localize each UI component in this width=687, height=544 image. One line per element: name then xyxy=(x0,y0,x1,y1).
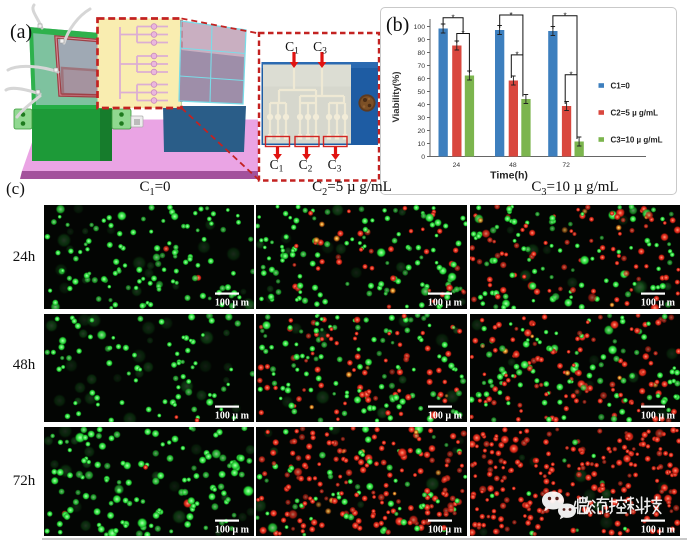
svg-text:100 µ m: 100 µ m xyxy=(428,411,463,422)
svg-text:100 µ m: 100 µ m xyxy=(641,411,676,422)
svg-text:Viability(%): Viability(%) xyxy=(391,71,402,122)
svg-text:100 µ m: 100 µ m xyxy=(428,298,463,309)
svg-text:60: 60 xyxy=(417,76,425,83)
svg-text:10: 10 xyxy=(417,141,425,148)
svg-text:0: 0 xyxy=(421,154,425,161)
svg-text:100 µ m: 100 µ m xyxy=(428,525,463,536)
svg-text:100 µ m: 100 µ m xyxy=(215,411,250,422)
svg-text:100 µ m: 100 µ m xyxy=(641,298,676,309)
svg-text:40: 40 xyxy=(417,102,425,109)
svg-text:C3=10 µ g/mL: C3=10 µ g/mL xyxy=(611,135,663,144)
svg-text:C1=0: C1=0 xyxy=(611,81,631,90)
svg-text:Time(h): Time(h) xyxy=(490,170,528,182)
svg-text:70: 70 xyxy=(417,63,425,70)
svg-text:C2=5 µ g/mL: C2=5 µ g/mL xyxy=(611,108,659,117)
svg-text:*: * xyxy=(569,71,572,80)
svg-text:100 µ m: 100 µ m xyxy=(215,525,250,536)
svg-text:100 µ m: 100 µ m xyxy=(215,298,250,309)
svg-text:(a): (a) xyxy=(10,21,32,43)
svg-text:20: 20 xyxy=(417,128,425,135)
svg-text:90: 90 xyxy=(417,37,425,44)
svg-text:*: * xyxy=(509,11,512,20)
svg-text:*: * xyxy=(563,12,566,21)
svg-text:30: 30 xyxy=(417,115,425,122)
svg-text:*: * xyxy=(462,29,465,38)
svg-text:100: 100 xyxy=(414,24,426,31)
svg-text:*: * xyxy=(515,51,518,60)
svg-text:50: 50 xyxy=(417,89,425,96)
svg-text:(b): (b) xyxy=(386,14,409,36)
svg-text:80: 80 xyxy=(417,50,425,57)
svg-text:100 µ m: 100 µ m xyxy=(641,525,676,536)
svg-text:24: 24 xyxy=(453,162,461,169)
svg-text:48: 48 xyxy=(509,162,517,169)
svg-text:72: 72 xyxy=(562,162,570,169)
svg-text:*: * xyxy=(452,14,455,23)
